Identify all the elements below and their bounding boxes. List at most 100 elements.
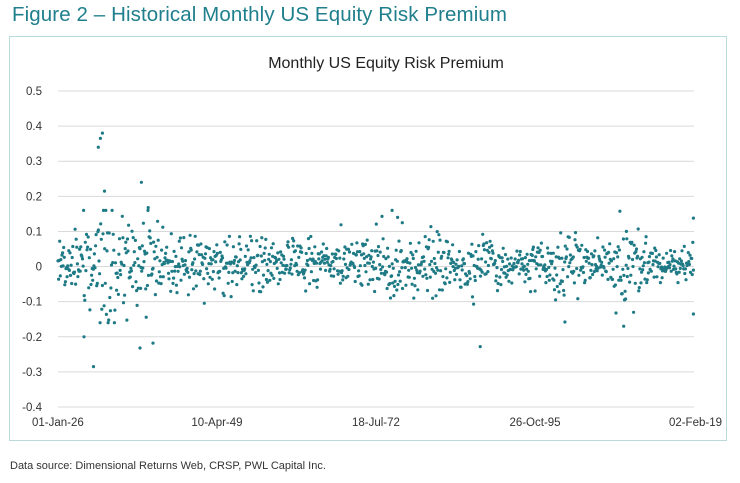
data-point	[395, 288, 399, 292]
data-point	[358, 264, 362, 268]
data-point	[276, 251, 280, 255]
data-point	[136, 286, 140, 290]
data-point	[652, 275, 656, 279]
data-point	[640, 270, 644, 274]
data-point	[153, 257, 157, 261]
data-point	[542, 266, 546, 270]
y-tick-label: 0.4	[26, 121, 43, 133]
data-point	[375, 249, 379, 253]
data-point	[320, 259, 324, 263]
data-point	[600, 273, 604, 277]
data-point	[614, 311, 618, 315]
data-point	[86, 245, 90, 249]
data-point	[417, 241, 421, 245]
data-point	[133, 238, 137, 242]
data-point	[63, 283, 67, 287]
data-point	[668, 263, 672, 267]
x-tick-label: 18-Jul-72	[352, 417, 400, 429]
data-point	[88, 308, 92, 312]
data-point	[538, 248, 542, 252]
data-point	[211, 258, 215, 262]
data-point	[398, 279, 402, 283]
data-point	[380, 265, 385, 269]
chart-frame: Monthly US Equity Risk Premium 0.5 0.4 0.3…	[9, 36, 727, 441]
data-point	[686, 251, 690, 255]
data-point	[278, 277, 282, 282]
data-point	[107, 318, 111, 322]
data-point	[468, 271, 472, 275]
data-point	[621, 237, 626, 241]
data-point	[322, 254, 326, 258]
data-point	[363, 263, 367, 268]
y-tick-label: 0	[36, 262, 42, 274]
data-point	[450, 258, 454, 262]
data-point	[625, 237, 629, 241]
data-point	[667, 260, 671, 264]
data-point	[203, 256, 207, 260]
data-point	[91, 278, 95, 282]
data-point	[543, 263, 547, 267]
data-point	[478, 345, 482, 349]
data-point	[413, 265, 418, 270]
data-point	[482, 248, 486, 252]
data-point	[226, 281, 230, 285]
data-point	[81, 264, 85, 268]
data-point	[125, 237, 130, 241]
data-point	[563, 244, 567, 248]
data-point	[491, 251, 495, 255]
data-point	[373, 289, 377, 294]
data-point	[183, 259, 188, 263]
data-point	[651, 263, 655, 267]
data-point	[234, 255, 238, 259]
data-point	[304, 289, 308, 293]
data-point	[493, 261, 497, 265]
data-point	[284, 267, 288, 271]
data-point	[297, 255, 301, 259]
data-point	[343, 262, 348, 266]
data-point	[355, 250, 360, 254]
data-point	[505, 264, 509, 268]
data-point	[159, 282, 163, 286]
data-point	[323, 257, 327, 261]
data-point	[268, 278, 272, 282]
data-point	[175, 291, 179, 295]
data-point	[487, 250, 491, 254]
data-point	[409, 250, 413, 255]
data-point	[448, 280, 452, 284]
data-point	[466, 280, 470, 284]
data-point	[243, 254, 247, 258]
data-point	[215, 251, 219, 255]
data-point	[447, 249, 451, 253]
data-point	[287, 245, 291, 249]
data-point	[248, 259, 252, 263]
data-point	[410, 282, 414, 286]
data-point	[658, 281, 663, 285]
data-point	[546, 251, 550, 255]
data-point	[84, 269, 88, 273]
data-point	[181, 259, 185, 263]
data-point	[451, 265, 455, 269]
data-point	[75, 245, 79, 249]
data-point	[325, 260, 329, 264]
data-point	[660, 276, 664, 280]
data-point	[187, 250, 191, 254]
data-point	[346, 274, 350, 278]
data-point	[523, 256, 528, 260]
data-point	[117, 252, 121, 256]
data-point	[347, 267, 351, 272]
data-point	[332, 267, 336, 271]
data-point	[413, 284, 417, 288]
data-point	[318, 267, 323, 271]
data-point	[603, 255, 607, 259]
data-point	[310, 251, 314, 255]
data-point	[198, 272, 202, 277]
data-point	[186, 270, 190, 274]
data-point	[550, 262, 554, 266]
data-point	[669, 269, 673, 273]
data-point	[374, 222, 378, 226]
data-point	[691, 240, 695, 244]
data-point	[306, 237, 311, 241]
data-point	[572, 269, 576, 273]
data-point	[678, 257, 682, 261]
data-point	[654, 248, 658, 253]
